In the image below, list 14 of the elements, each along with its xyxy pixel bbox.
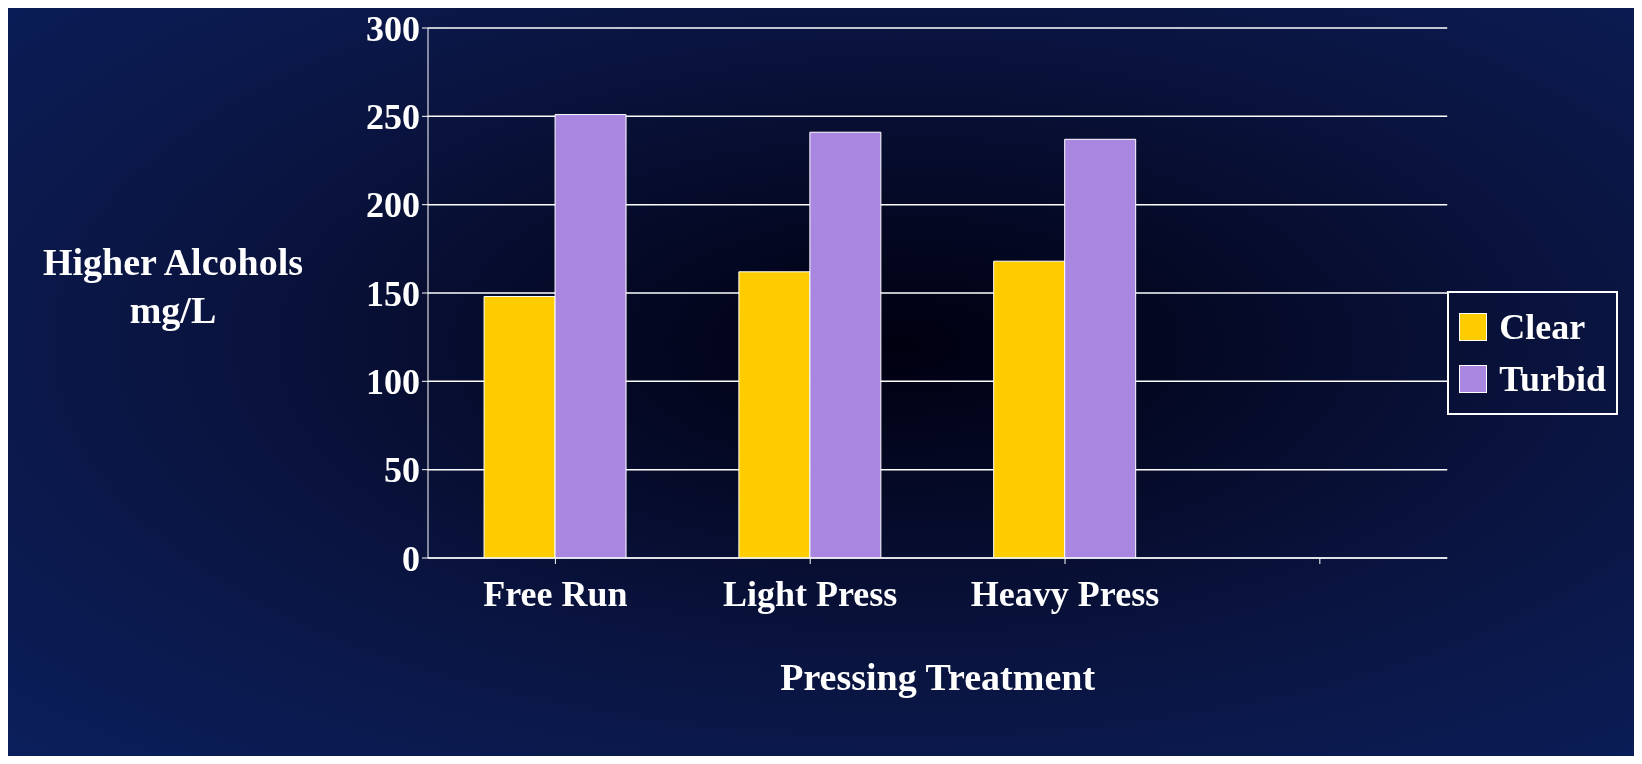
x-tick-label: Light Press <box>723 573 898 614</box>
y-tick-label: 0 <box>402 538 420 579</box>
x-tick-label: Free Run <box>483 573 628 614</box>
y-tick-label: 100 <box>366 362 420 403</box>
y-tick-label: 50 <box>384 450 420 491</box>
legend-label: Turbid <box>1499 358 1606 401</box>
y-tick-label: 200 <box>366 185 420 226</box>
x-tick-label: Heavy Press <box>970 573 1160 614</box>
x-axis-title: Pressing Treatment <box>780 656 1096 698</box>
y-tick-label: 250 <box>366 97 420 138</box>
y-tick-label: 300 <box>366 8 420 49</box>
legend-label: Clear <box>1499 306 1586 349</box>
y-tick-label: 150 <box>366 273 420 314</box>
y-axis-title: Higher Alcohols mg/L <box>41 240 304 333</box>
